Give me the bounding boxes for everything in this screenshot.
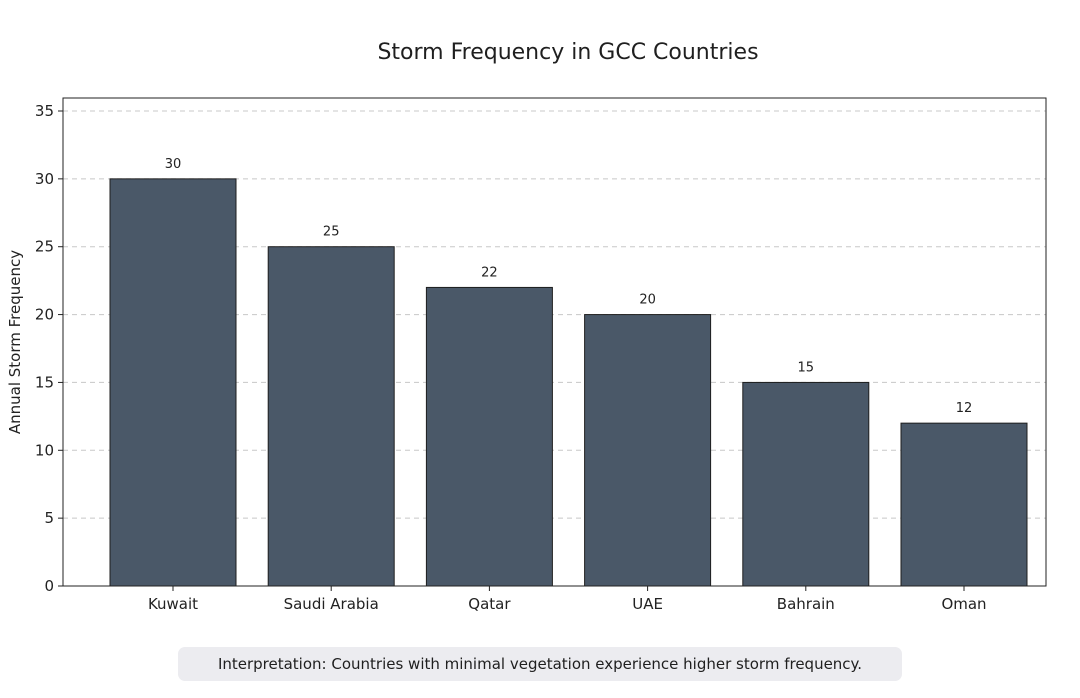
caption-text: Interpretation: Countries with minimal v… xyxy=(217,655,863,673)
y-axis-label: Annual Storm Frequency xyxy=(6,250,24,434)
bar xyxy=(425,286,553,587)
x-axis-ticks: Kuwait Saudi Arabia Qatar UAE Bahrain Oman xyxy=(148,586,987,613)
y-tick-label: 30 xyxy=(35,170,54,188)
x-tick-label: UAE xyxy=(632,595,663,613)
bar xyxy=(742,381,870,587)
data-label: 15 xyxy=(798,360,815,375)
bar xyxy=(109,178,237,587)
bars xyxy=(109,178,1028,587)
x-tick-label: Saudi Arabia xyxy=(284,595,379,613)
plot-frame xyxy=(62,97,1047,587)
y-tick-label: 0 xyxy=(44,577,54,595)
data-label: 30 xyxy=(165,157,182,172)
bar xyxy=(267,246,395,587)
y-tick-label: 35 xyxy=(35,102,54,120)
chart: Storm Frequency in GCC Countries 0 5 10 15 2… xyxy=(6,40,1047,613)
y-axis-ticks: 0 5 10 15 20 25 30 35 xyxy=(35,102,63,595)
y-tick-label: 25 xyxy=(35,238,54,256)
chart-title: Storm Frequency in GCC Countries xyxy=(377,40,758,65)
data-label: 20 xyxy=(639,293,656,308)
bar xyxy=(584,314,712,587)
data-label: 22 xyxy=(481,265,498,280)
y-tick-label: 10 xyxy=(35,441,54,459)
data-label: 12 xyxy=(956,401,973,416)
x-tick-label: Oman xyxy=(941,595,986,613)
data-label: 25 xyxy=(323,225,340,240)
x-tick-label: Bahrain xyxy=(777,595,835,613)
interpretation-caption: Interpretation: Countries with minimal v… xyxy=(178,647,902,681)
y-tick-label: 5 xyxy=(44,509,54,527)
x-tick-label: Kuwait xyxy=(148,595,198,613)
data-labels: 30 25 22 20 15 12 xyxy=(165,157,973,416)
x-tick-label: Qatar xyxy=(468,595,511,613)
y-tick-label: 15 xyxy=(35,373,54,391)
y-tick-label: 20 xyxy=(35,306,54,324)
bar xyxy=(900,422,1028,587)
